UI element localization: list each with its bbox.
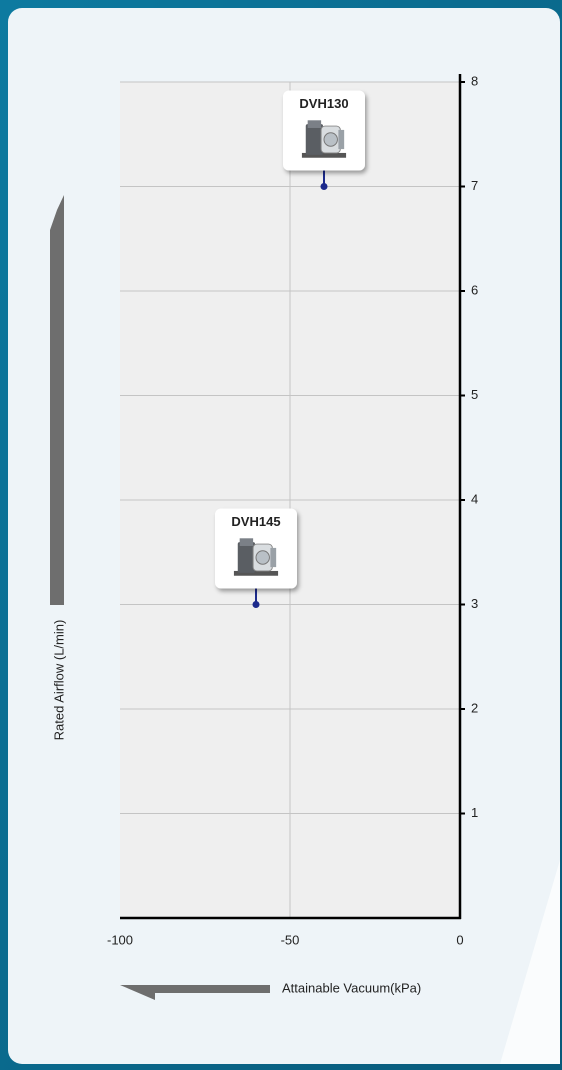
y-tick-label: 4 bbox=[471, 491, 478, 506]
product-label: DVH130 bbox=[299, 96, 348, 111]
x-tick-label: 0 bbox=[456, 932, 463, 947]
x-tick-label: -50 bbox=[281, 932, 300, 947]
y-axis-label: Rated Airflow (L/min) bbox=[51, 620, 66, 741]
y-tick-label: 6 bbox=[471, 282, 478, 297]
callout: DVH145 bbox=[215, 508, 297, 608]
y-tick-label: 7 bbox=[471, 178, 478, 193]
callout: DVH130 bbox=[283, 90, 365, 190]
y-tick-label: 5 bbox=[471, 387, 478, 402]
product-label: DVH145 bbox=[231, 514, 280, 529]
point bbox=[252, 601, 260, 608]
y-tick-label: 1 bbox=[471, 805, 478, 820]
y-tick-label: 3 bbox=[471, 596, 478, 611]
y-arrow bbox=[50, 195, 64, 605]
y-tick-label: 8 bbox=[471, 73, 478, 88]
y-tick-label: 2 bbox=[471, 700, 478, 715]
x-tick-label: -100 bbox=[107, 932, 133, 947]
x-arrow bbox=[120, 985, 270, 1000]
panel-highlight bbox=[500, 860, 560, 1064]
x-axis-label: Attainable Vacuum(kPa) bbox=[282, 980, 421, 995]
point bbox=[320, 183, 328, 190]
